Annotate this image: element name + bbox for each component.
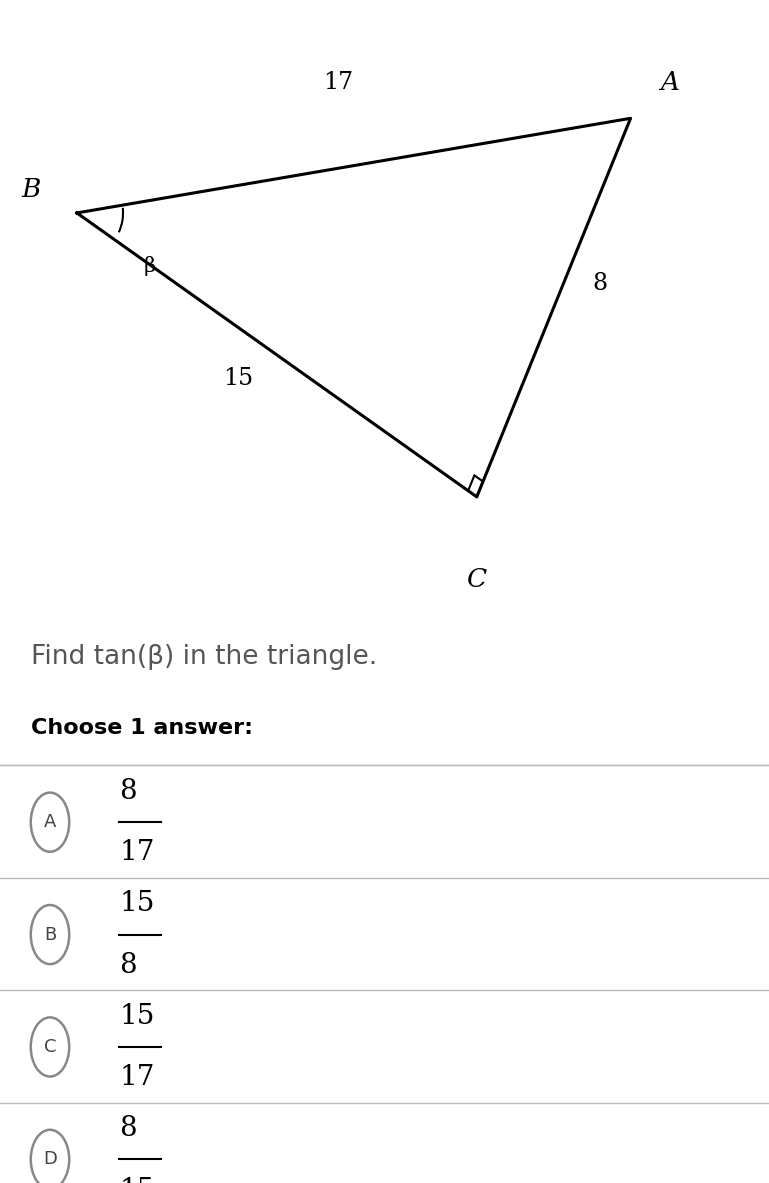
Text: 8: 8 <box>119 952 137 978</box>
Text: 8: 8 <box>119 778 137 804</box>
Text: C: C <box>44 1037 56 1056</box>
Text: A: A <box>660 70 678 96</box>
Text: 8: 8 <box>592 272 608 296</box>
Text: 15: 15 <box>119 1177 155 1183</box>
Text: 15: 15 <box>119 891 155 917</box>
Text: A: A <box>44 813 56 832</box>
Text: 17: 17 <box>323 71 354 95</box>
Text: B: B <box>21 176 41 202</box>
Text: 15: 15 <box>223 367 254 390</box>
Text: C: C <box>467 567 487 593</box>
Text: 17: 17 <box>119 840 155 866</box>
Text: D: D <box>43 1150 57 1169</box>
Text: β: β <box>144 257 156 276</box>
Text: Choose 1 answer:: Choose 1 answer: <box>31 718 253 737</box>
Text: 17: 17 <box>119 1065 155 1091</box>
Text: B: B <box>44 925 56 944</box>
Text: 8: 8 <box>119 1116 137 1142</box>
Text: 15: 15 <box>119 1003 155 1029</box>
Text: Find tan(β) in the triangle.: Find tan(β) in the triangle. <box>31 644 377 670</box>
